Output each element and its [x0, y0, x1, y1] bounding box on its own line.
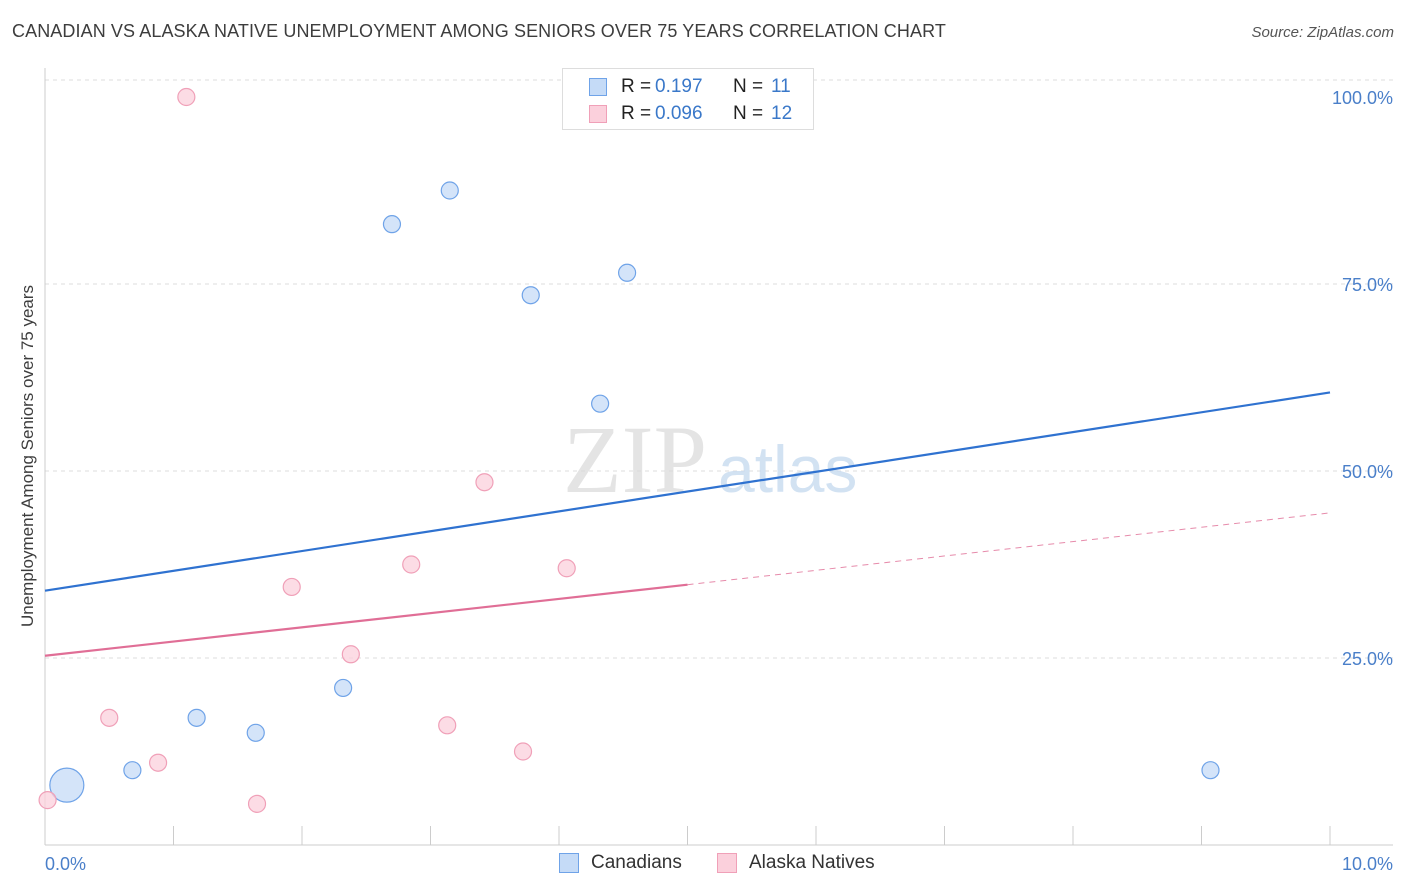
n-label: N =: [733, 103, 764, 124]
point-canadians: [1201, 761, 1220, 780]
watermark-zip: ZIP: [563, 406, 707, 513]
canadians-legend-label: Canadians: [591, 852, 682, 873]
point-canadians: [187, 708, 206, 727]
watermark: ZIP atlas: [563, 406, 857, 513]
source-label: Source: ZipAtlas.com: [1251, 24, 1394, 41]
trend-line-canadians: [44, 391, 1331, 592]
point-canadians: [440, 181, 459, 200]
r-label: R =: [621, 103, 652, 124]
point-canadians: [334, 678, 353, 698]
chart-title: CANADIAN VS ALASKA NATIVE UNEMPLOYMENT A…: [12, 21, 946, 41]
x-tick-label-max: 10.0%: [1342, 854, 1393, 874]
trend-line-dashed-alaska-natives: [687, 512, 1331, 586]
point-alaska-natives: [282, 577, 301, 597]
alaska-swatch: [589, 105, 607, 123]
point-canadians: [618, 263, 637, 282]
canadians-swatch: [589, 78, 607, 96]
point-canadians: [591, 394, 610, 413]
point-alaska-natives: [438, 716, 457, 735]
y-tick-label: 50.0%: [1342, 462, 1393, 482]
data-points: [38, 87, 1220, 813]
point-alaska-natives: [402, 555, 421, 574]
r-label: R =: [621, 76, 652, 97]
trend-lines: [44, 391, 1331, 657]
point-alaska-natives: [38, 791, 57, 810]
y-tick-label: 100.0%: [1332, 88, 1393, 108]
n-value: 12: [771, 103, 793, 124]
point-canadians: [382, 215, 402, 234]
canadians-legend-swatch: [559, 853, 579, 873]
y-tick-label: 75.0%: [1342, 275, 1393, 295]
stats-legend: R = 0.197 N = 11 R = 0.096 N = 12: [562, 68, 814, 130]
r-value: 0.096: [655, 103, 703, 124]
y-axis-label: Unemployment Among Seniors over 75 years: [18, 284, 37, 628]
alaska-legend-swatch: [717, 853, 737, 873]
tick-labels: 25.0% 50.0% 75.0% 100.0% 0.0% 10.0%: [45, 88, 1393, 874]
r-value: 0.197: [655, 76, 703, 97]
point-canadians: [246, 723, 265, 742]
n-label: N =: [733, 76, 764, 97]
point-alaska-natives: [557, 559, 576, 578]
point-alaska-natives: [177, 87, 196, 107]
point-canadians: [123, 761, 142, 780]
y-tick-label: 25.0%: [1342, 649, 1393, 669]
point-alaska-natives: [475, 473, 494, 492]
axes: [44, 68, 1393, 846]
x-tick-label-min: 0.0%: [45, 854, 86, 874]
point-alaska-natives: [341, 645, 360, 664]
point-alaska-natives: [148, 753, 168, 772]
point-canadians: [49, 767, 85, 803]
point-alaska-natives: [247, 794, 267, 813]
trend-line-alaska-natives: [44, 583, 688, 657]
point-alaska-natives: [513, 742, 533, 761]
point-canadians: [521, 286, 540, 305]
n-value: 11: [771, 76, 791, 97]
point-alaska-natives: [100, 708, 119, 727]
grid-lines: [45, 79, 1393, 659]
alaska-legend-label: Alaska Natives: [749, 852, 875, 873]
